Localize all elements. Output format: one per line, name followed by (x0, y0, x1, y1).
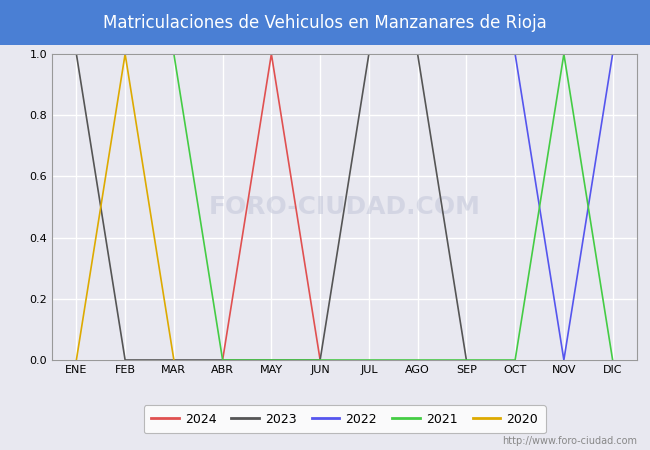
Text: Matriculaciones de Vehiculos en Manzanares de Rioja: Matriculaciones de Vehiculos en Manzanar… (103, 14, 547, 32)
Legend: 2024, 2023, 2022, 2021, 2020: 2024, 2023, 2022, 2021, 2020 (144, 405, 545, 433)
Text: http://www.foro-ciudad.com: http://www.foro-ciudad.com (502, 436, 637, 446)
Text: FORO-CIUDAD.COM: FORO-CIUDAD.COM (209, 195, 480, 219)
